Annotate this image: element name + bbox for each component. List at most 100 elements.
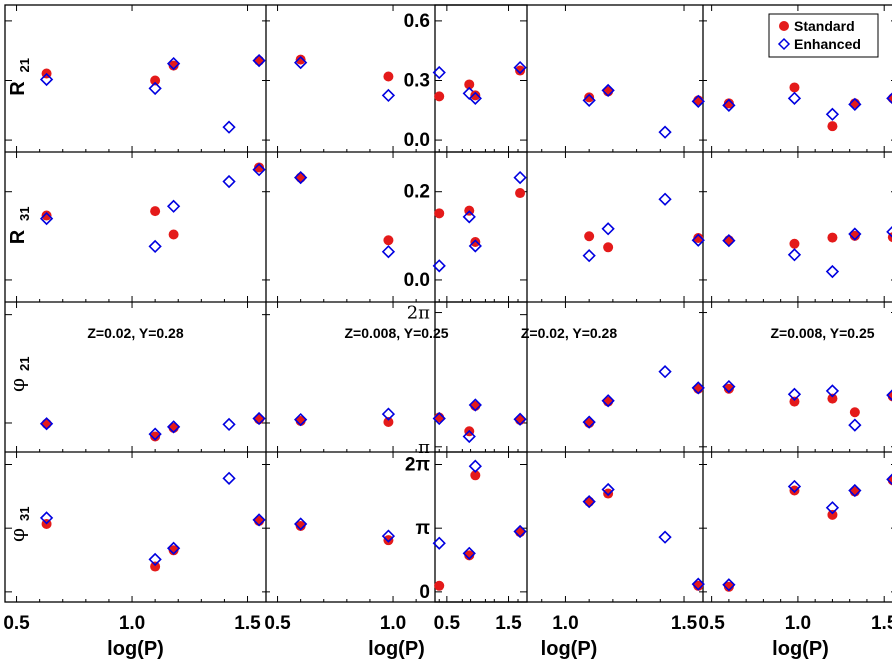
standard-point xyxy=(584,231,595,242)
legend-standard-label: Standard xyxy=(794,18,855,34)
y-axis-label-R21: R 21 xyxy=(7,58,32,96)
enhanced-point xyxy=(432,65,446,80)
standard-point xyxy=(470,237,481,247)
x-axis-title: log(P) xyxy=(541,638,598,660)
y-axis-label-main: φ xyxy=(5,378,29,392)
x-tick-label: 0.5 xyxy=(698,613,725,634)
enhanced-point xyxy=(825,501,840,515)
panel-annotation: Z=0.008, Y=0.25 xyxy=(770,325,874,341)
enhanced-point xyxy=(39,511,54,525)
enhanced-point xyxy=(582,249,596,263)
enhanced-point xyxy=(886,92,892,105)
enhanced-point xyxy=(39,72,54,87)
enhanced-point xyxy=(691,233,705,247)
enhanced-point xyxy=(381,88,396,103)
panel-annotation: Z=0.008, Y=0.25 xyxy=(344,325,448,341)
enhanced-point xyxy=(462,210,476,224)
enhanced-point xyxy=(658,125,672,139)
enhanced-point xyxy=(381,529,396,543)
enhanced-point xyxy=(381,407,396,421)
enhanced-point xyxy=(886,473,892,486)
enhanced-point xyxy=(148,552,162,567)
enhanced-point xyxy=(166,199,181,213)
enhanced-point xyxy=(432,536,446,550)
standard-point xyxy=(827,393,838,404)
enhanced-point xyxy=(294,517,308,531)
x-tick-label: 1.5 xyxy=(495,613,522,634)
standard-point xyxy=(168,545,179,556)
enhanced-point xyxy=(468,91,482,105)
standard-point xyxy=(168,229,179,240)
enhanced-point xyxy=(787,387,802,401)
enhanced-point xyxy=(148,427,162,441)
y-tick-label: π xyxy=(418,437,430,458)
panel-annotation: Z=0.02, Y=0.28 xyxy=(87,325,183,341)
standard-point xyxy=(150,75,161,86)
enhanced-point xyxy=(582,93,596,107)
enhanced-point xyxy=(601,482,615,497)
y-axis-label-sub: 21 xyxy=(17,357,32,371)
standard-point xyxy=(693,233,704,244)
standard-point xyxy=(789,82,800,93)
enhanced-point xyxy=(658,365,672,379)
x-tick-label: 0.5 xyxy=(3,613,30,634)
y-axis-label-phi21: φ 21 xyxy=(5,357,32,392)
standard-point xyxy=(150,431,161,442)
standard-point xyxy=(168,60,179,71)
enhanced-point xyxy=(252,53,266,68)
enhanced-point xyxy=(39,211,54,226)
enhanced-point xyxy=(582,415,596,429)
standard-point xyxy=(723,383,734,394)
standard-point xyxy=(723,581,734,592)
x-tick-label: 1.0 xyxy=(552,613,578,634)
enhanced-point xyxy=(432,259,446,273)
enhanced-point xyxy=(294,412,308,427)
enhanced-point xyxy=(691,381,705,395)
standard-point xyxy=(295,520,306,531)
standard-point xyxy=(470,90,481,101)
enhanced-point xyxy=(601,83,615,98)
enhanced-point xyxy=(222,417,236,432)
standard-point xyxy=(150,206,161,217)
enhanced-point xyxy=(462,546,476,560)
enhanced-point xyxy=(222,174,236,189)
enhanced-point xyxy=(462,429,476,444)
legend: Standard Enhanced xyxy=(768,13,879,58)
enhanced-point xyxy=(601,394,615,408)
enhanced-point xyxy=(513,60,527,75)
x-tick-label: 0.5 xyxy=(264,613,291,634)
y-axis-label-sub: 21 xyxy=(17,58,32,72)
enhanced-point xyxy=(468,459,482,473)
enhanced-point xyxy=(848,227,862,241)
y-tick-label: 0 xyxy=(419,582,430,603)
y-axis-label-R31: R 31 xyxy=(7,207,32,245)
enhanced-point xyxy=(848,97,862,111)
standard-point xyxy=(789,238,800,249)
enhanced-point xyxy=(222,120,236,134)
enhanced-point xyxy=(166,541,181,555)
standard-point xyxy=(295,172,306,183)
enhanced-point xyxy=(148,239,162,254)
standard-point xyxy=(383,235,394,246)
y-tick-label: 2π xyxy=(407,303,430,324)
enhanced-point xyxy=(252,163,266,177)
standard-point xyxy=(434,580,445,591)
standard-point xyxy=(723,98,734,109)
standard-point xyxy=(849,230,860,241)
standard-point xyxy=(827,121,838,132)
enhanced-point xyxy=(468,398,482,412)
standard-point xyxy=(584,496,595,507)
y-axis-label-main: R xyxy=(7,229,29,244)
y-tick-label: 2π xyxy=(405,455,431,476)
standard-point xyxy=(383,71,394,82)
standard-point xyxy=(295,54,306,65)
y-axis-label-sub: 31 xyxy=(17,507,32,521)
enhanced-point xyxy=(513,524,527,539)
standard-point xyxy=(789,485,800,496)
standard-point xyxy=(434,91,445,102)
y-axis-label-sub: 31 xyxy=(17,207,32,221)
x-tick-label: 0.5 xyxy=(434,613,461,634)
enhanced-point xyxy=(601,222,615,236)
standard-point xyxy=(254,162,265,173)
y-tick-label: 0.0 xyxy=(404,270,430,291)
